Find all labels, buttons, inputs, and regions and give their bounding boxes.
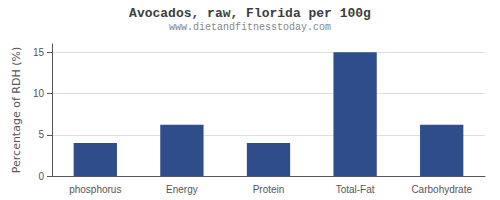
svg-text:10: 10: [33, 88, 45, 99]
svg-text:Energy: Energy: [166, 184, 198, 195]
svg-text:www.dietandfitnesstoday.com: www.dietandfitnesstoday.com: [169, 22, 331, 33]
svg-text:phosphorus: phosphorus: [69, 184, 121, 195]
svg-text:15: 15: [33, 47, 45, 58]
svg-text:Avocados, raw, Florida per 100: Avocados, raw, Florida per 100g: [129, 6, 371, 21]
svg-text:Total-Fat: Total-Fat: [336, 184, 375, 195]
svg-text:Percentage of RDH (%): Percentage of RDH (%): [10, 47, 23, 173]
svg-text:5: 5: [38, 129, 44, 140]
svg-text:0: 0: [38, 171, 44, 182]
svg-text:Carbohydrate: Carbohydrate: [411, 184, 472, 195]
svg-text:Protein: Protein: [253, 184, 285, 195]
